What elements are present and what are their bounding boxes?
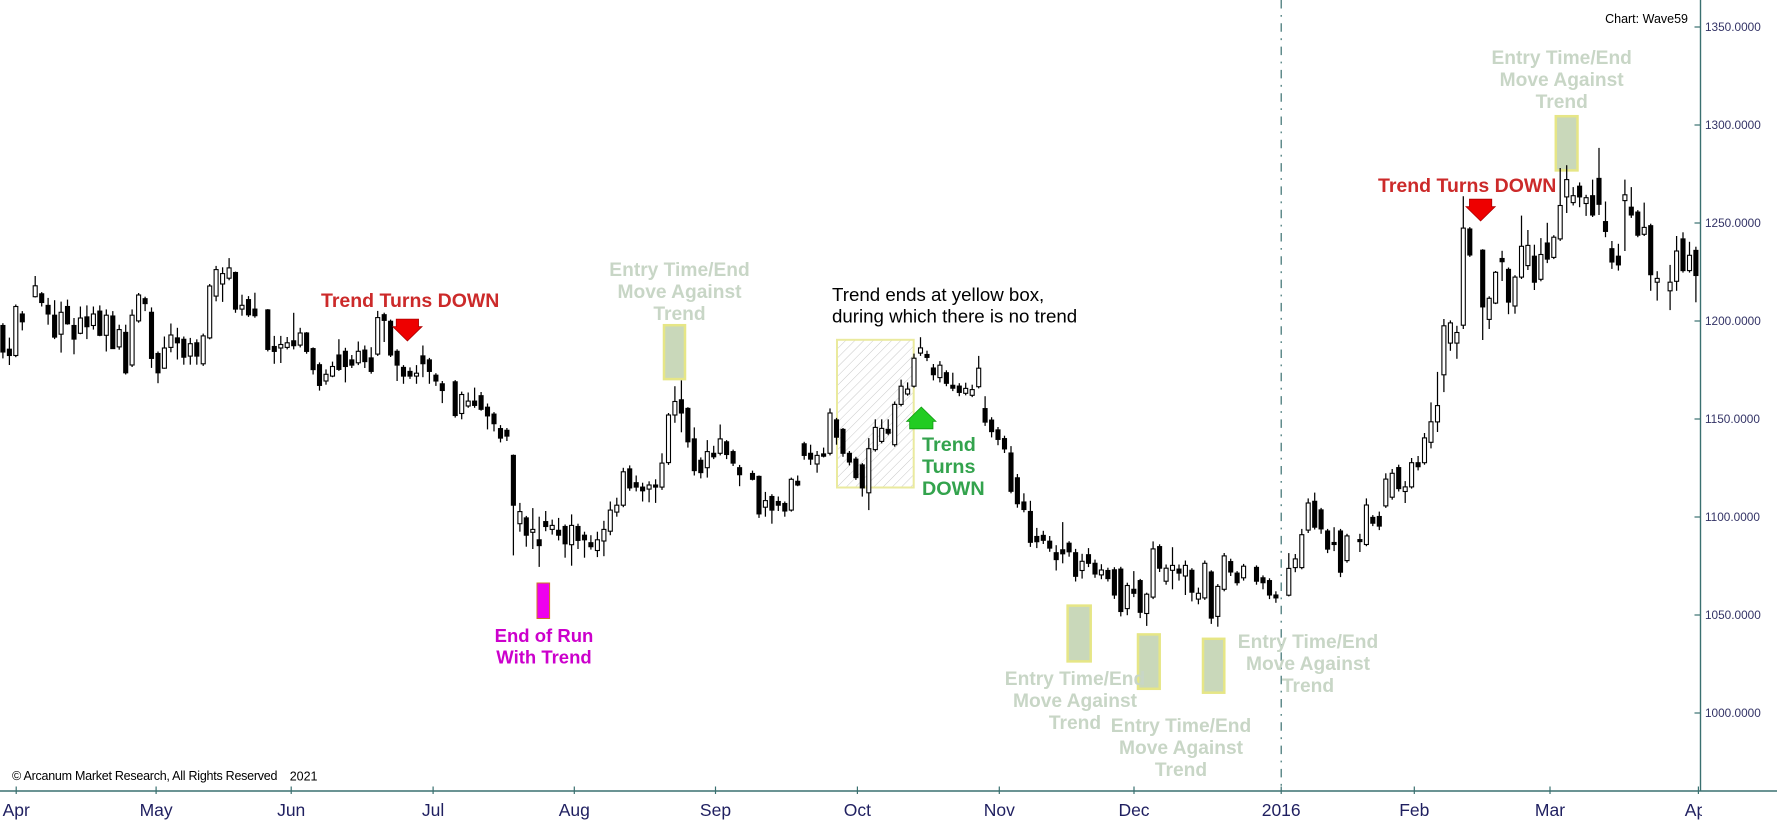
svg-text:End of Run: End of Run	[495, 625, 594, 646]
svg-text:Trend: Trend	[1155, 760, 1207, 781]
svg-text:Trend: Trend	[922, 434, 976, 456]
svg-text:© Arcanum Market Research, All: © Arcanum Market Research, All Rights Re…	[12, 769, 277, 783]
svg-text:Entry Time/End: Entry Time/End	[1238, 632, 1378, 653]
svg-text:Aug: Aug	[559, 800, 590, 820]
svg-text:Trend Turns DOWN: Trend Turns DOWN	[321, 290, 499, 312]
svg-text:Sep: Sep	[700, 800, 731, 820]
svg-text:during which there is no trend: during which there is no trend	[832, 306, 1077, 327]
svg-text:Jun: Jun	[277, 800, 305, 820]
svg-text:Move Against: Move Against	[1500, 70, 1625, 91]
svg-text:1300.0000: 1300.0000	[1705, 118, 1761, 132]
svg-text:1050.0000: 1050.0000	[1705, 608, 1761, 622]
svg-text:2021: 2021	[290, 770, 318, 784]
svg-text:Move Against: Move Against	[1246, 654, 1371, 675]
svg-text:1200.0000: 1200.0000	[1705, 314, 1761, 328]
svg-text:Entry Time/End: Entry Time/End	[609, 260, 749, 281]
svg-text:Dec: Dec	[1118, 800, 1149, 820]
svg-text:1000.0000: 1000.0000	[1705, 706, 1761, 720]
svg-text:2016: 2016	[1262, 800, 1301, 820]
svg-text:Mar: Mar	[1535, 800, 1565, 820]
svg-text:Jul: Jul	[422, 800, 444, 820]
svg-text:Apr: Apr	[3, 800, 30, 820]
svg-text:Oct: Oct	[844, 800, 871, 820]
svg-text:1250.0000: 1250.0000	[1705, 216, 1761, 230]
svg-text:Move Against: Move Against	[617, 282, 742, 303]
svg-text:Move Against: Move Against	[1013, 691, 1138, 712]
svg-text:Trend ends at yellow box,: Trend ends at yellow box,	[832, 284, 1044, 305]
svg-text:Trend Turns DOWN: Trend Turns DOWN	[1378, 175, 1556, 197]
svg-text:Move Against: Move Against	[1119, 738, 1244, 759]
svg-text:DOWN: DOWN	[922, 478, 985, 500]
svg-text:1100.0000: 1100.0000	[1705, 510, 1760, 524]
svg-text:1150.0000: 1150.0000	[1705, 412, 1760, 426]
svg-text:Turns: Turns	[922, 456, 975, 478]
svg-text:Trend: Trend	[653, 304, 705, 325]
svg-text:Entry Time/End: Entry Time/End	[1005, 669, 1145, 690]
svg-text:May: May	[140, 800, 173, 820]
svg-text:Entry Time/End: Entry Time/End	[1111, 716, 1251, 737]
svg-text:Trend: Trend	[1282, 676, 1334, 697]
svg-text:Chart: Wave59: Chart: Wave59	[1605, 12, 1688, 26]
svg-text:Nov: Nov	[984, 800, 1015, 820]
svg-text:Feb: Feb	[1399, 800, 1429, 820]
svg-text:Trend: Trend	[1536, 92, 1588, 113]
svg-text:With Trend: With Trend	[496, 647, 591, 668]
svg-text:Trend: Trend	[1049, 713, 1101, 734]
svg-text:Entry Time/End: Entry Time/End	[1492, 48, 1632, 69]
svg-text:1350.0000: 1350.0000	[1705, 20, 1761, 34]
